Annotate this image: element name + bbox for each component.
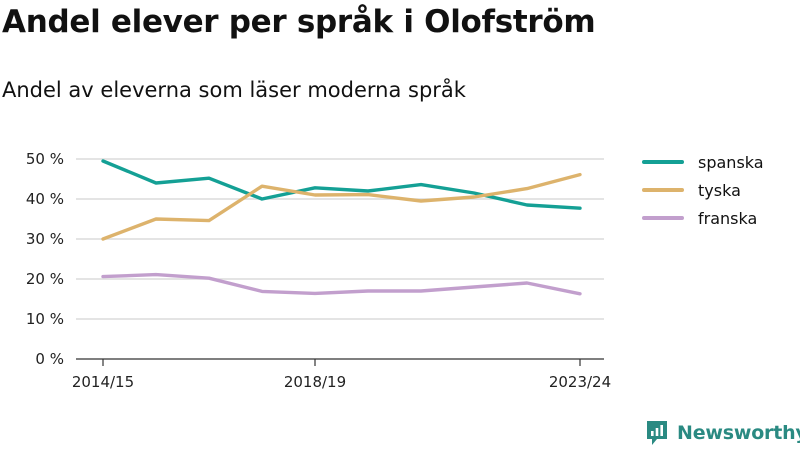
legend-swatch-franska (642, 216, 684, 220)
y-tick-label: 50 % (26, 150, 64, 168)
series-lines (101, 159, 582, 296)
chart-subtitle: Andel av eleverna som läser moderna språ… (2, 78, 466, 102)
y-tick-label: 0 % (35, 350, 64, 368)
y-tick-label: 20 % (26, 270, 64, 288)
tick-labels: 0 % 10 % 20 % 30 % 40 % 50 % 2014/15 2018/19 202… (26, 150, 611, 391)
legend-swatch-spanska (642, 160, 684, 164)
legend-item-franska: franska (642, 204, 764, 232)
newsworthy-logo-icon (647, 421, 667, 445)
legend-label-franska: franska (698, 208, 758, 228)
x-tick-label: 2018/19 (284, 373, 346, 391)
legend: spanska tyska franska (642, 148, 764, 232)
x-tick-label: 2023/24 (549, 373, 611, 391)
legend-item-spanska: spanska (642, 148, 764, 176)
grid-lines (76, 158, 604, 320)
legend-label-tyska: tyska (698, 180, 741, 200)
y-tick-label: 40 % (26, 190, 64, 208)
y-tick-label: 10 % (26, 310, 64, 328)
legend-label-spanska: spanska (698, 152, 764, 172)
legend-item-tyska: tyska (642, 176, 764, 204)
y-tick-label: 30 % (26, 230, 64, 248)
series-line-franska (101, 272, 582, 296)
legend-swatch-tyska (642, 188, 684, 192)
x-tick-label: 2014/15 (72, 373, 134, 391)
series-line-tyska (101, 172, 582, 241)
brand: Newsworthy (645, 419, 800, 447)
series-line-spanska (101, 159, 582, 210)
chart-title: Andel elever per språk i Olofström (2, 4, 596, 40)
brand-name: Newsworthy (677, 422, 800, 444)
axes (76, 358, 604, 366)
